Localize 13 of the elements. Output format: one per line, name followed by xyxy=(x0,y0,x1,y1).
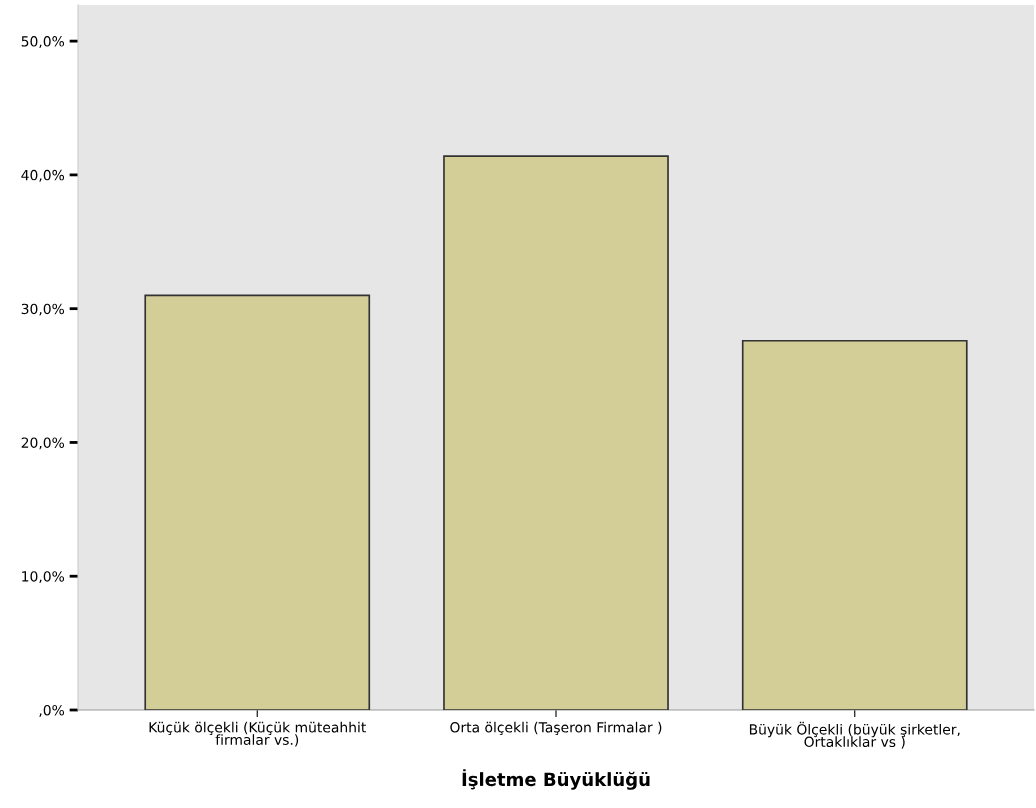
x-axis-title: İşletme Büyüklüğü xyxy=(462,769,650,790)
x-tick-label: Orta ölçekli (Taşeron Firmalar ) xyxy=(450,721,662,736)
y-tick-label: 30,0% xyxy=(21,303,65,316)
x-tick-label: Küçük ölçekli (Küçük müteahhit firmalar vs.) xyxy=(149,721,366,747)
y-tick-label: 50,0% xyxy=(21,36,65,49)
y-tick-label: 20,0% xyxy=(21,437,65,450)
y-tick-label: ,0% xyxy=(39,704,65,717)
x-tick-label: Büyük Ölçekli (büyük şirketler, Ortaklıklar vs ) xyxy=(749,721,960,749)
bar xyxy=(741,339,968,710)
y-tick-label: 10,0% xyxy=(22,571,65,584)
bar xyxy=(144,294,371,710)
bar xyxy=(443,155,669,710)
y-tick-label: 40,0% xyxy=(21,169,65,182)
